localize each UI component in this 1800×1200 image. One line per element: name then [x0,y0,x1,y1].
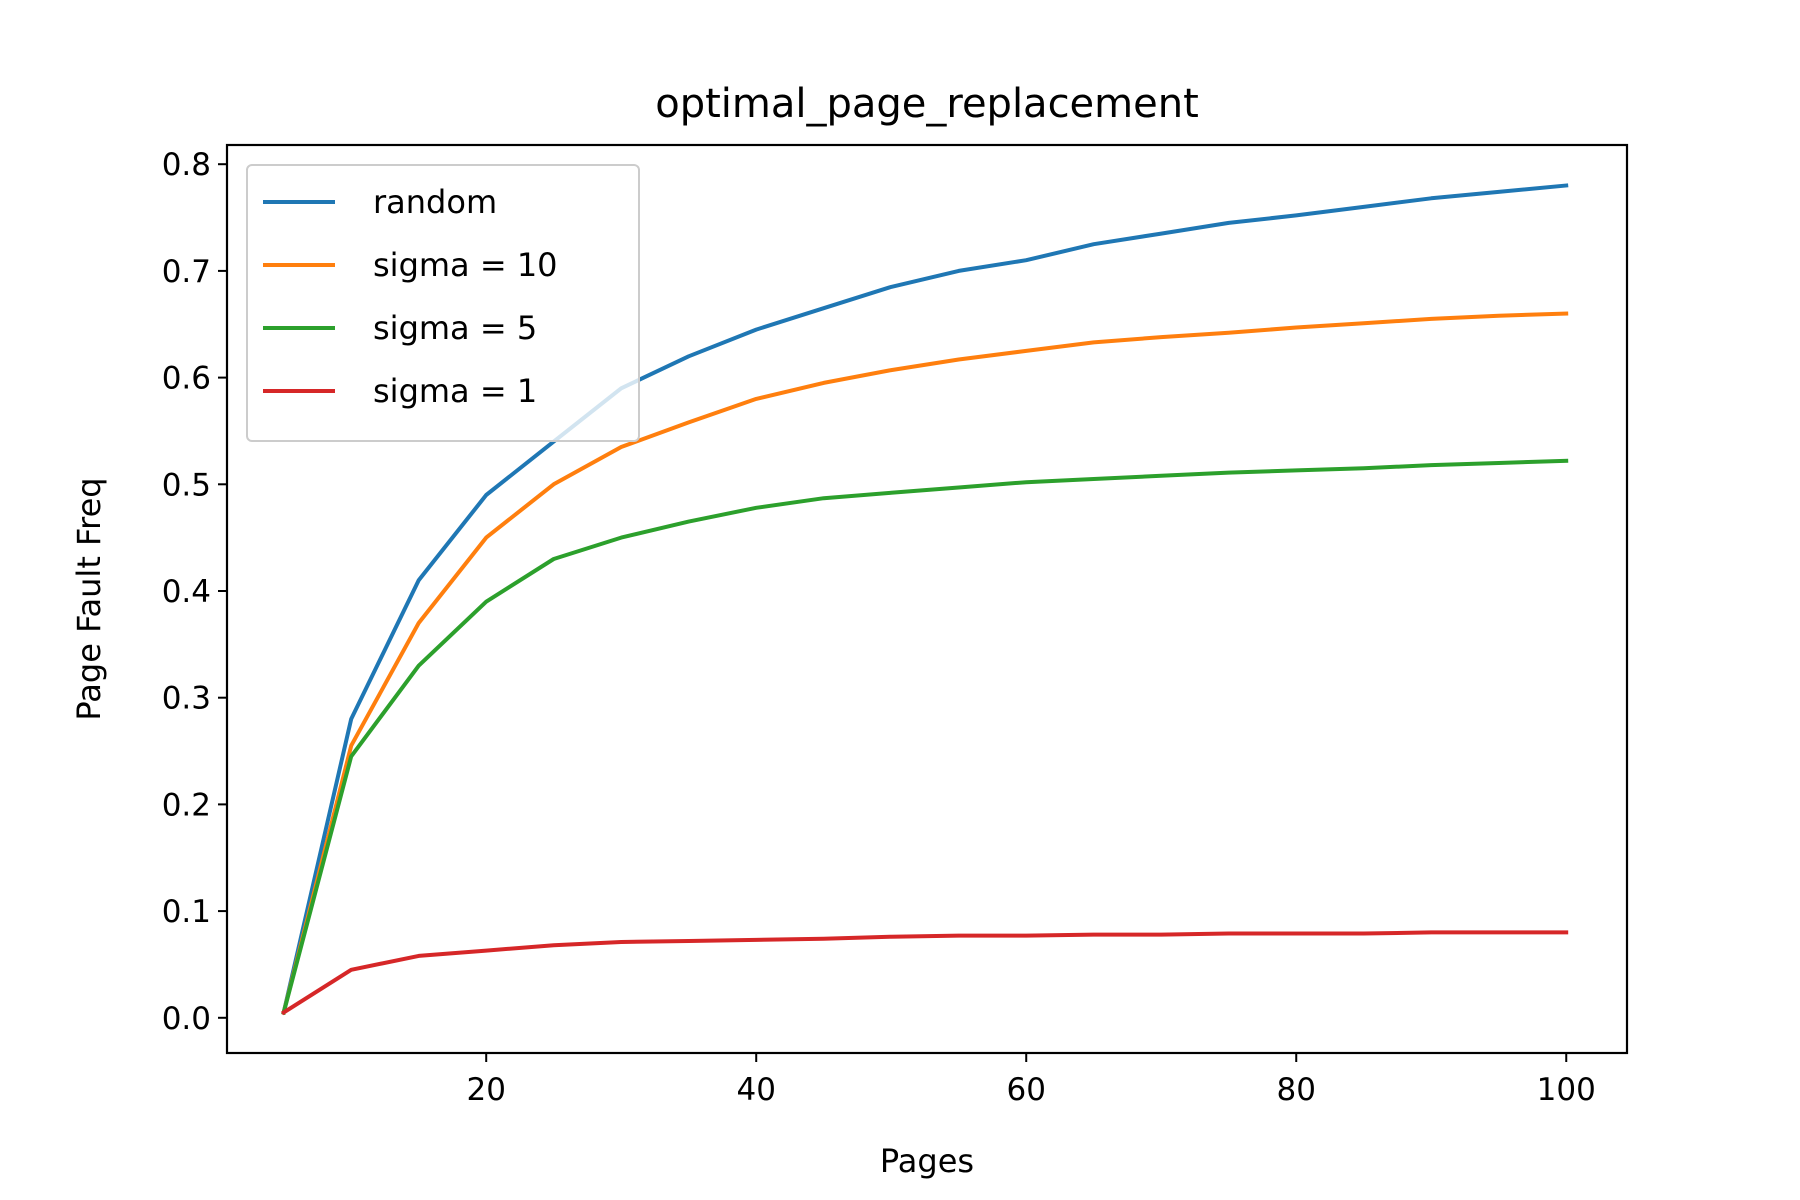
y-axis-ticks: 0.0 0.1 0.2 0.3 0.4 0.5 0.6 0.7 0.8 [162,147,227,1037]
y-axis-label: Page Fault Freq [70,477,108,720]
y-tick-label: 0.6 [162,361,211,397]
legend-label: sigma = 1 [373,372,537,410]
y-tick-label: 0.1 [162,894,211,930]
legend-label: random [373,183,497,221]
legend-label: sigma = 5 [373,309,537,347]
x-tick-label: 100 [1537,1072,1596,1108]
y-tick-label: 0.7 [162,254,211,290]
y-tick-label: 0.8 [162,147,211,183]
chart-title: optimal_page_replacement [655,81,1199,127]
y-tick-label: 0.5 [162,467,211,503]
y-tick-label: 0.4 [162,574,211,610]
y-tick-label: 0.2 [162,787,211,823]
series-line-3 [280,930,1569,1016]
x-tick-label: 80 [1277,1072,1316,1108]
x-tick-label: 20 [466,1072,505,1108]
legend-box [246,164,640,442]
y-tick-label: 0.3 [162,681,211,717]
y-tick-label: 0.0 [162,1001,211,1037]
series-line-2 [281,458,1569,1015]
series-layer [280,183,1569,1016]
x-tick-label: 40 [736,1072,775,1108]
x-axis-label: Pages [880,1142,974,1180]
x-axis-ticks: 20 40 60 80 100 [466,1053,1596,1108]
legend-label: sigma = 10 [373,246,558,284]
series-line-0 [281,183,1569,1015]
x-tick-label: 60 [1007,1072,1046,1108]
series-line-1 [281,311,1569,1015]
plot-frame [225,143,1629,1055]
legend: random sigma = 10 sigma = 5 sigma = 1 [246,164,640,442]
